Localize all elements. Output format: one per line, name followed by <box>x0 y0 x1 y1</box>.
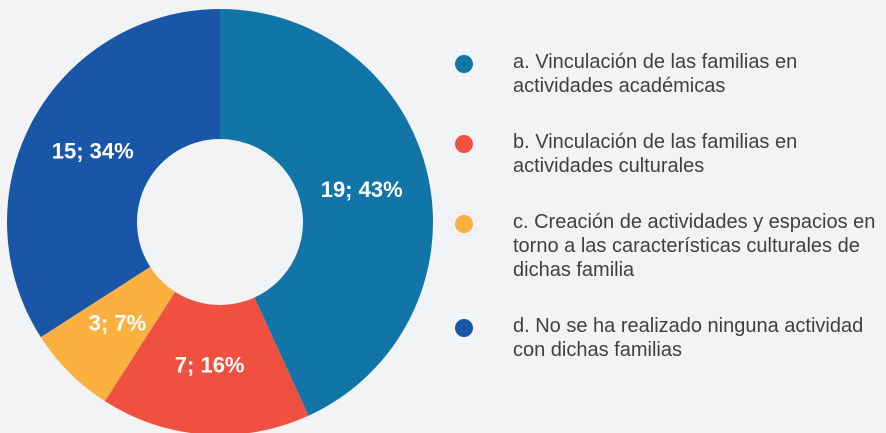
slice <box>220 9 434 416</box>
data-label: 3; 7% <box>89 310 146 335</box>
slice <box>6 8 220 338</box>
legend-item: a. Vinculación de las familias en activi… <box>455 50 883 98</box>
chart: 19; 43% 7; 16% 3; 7% 15; 34% <box>6 8 434 433</box>
slice <box>40 266 176 402</box>
data-label: 7; 16% <box>175 352 245 377</box>
legend-item: b. Vinculación de las familias en activi… <box>455 130 883 178</box>
legend-marker <box>455 135 473 153</box>
legend-label: d. No se ha realizado ninguna actividad … <box>513 315 864 361</box>
legend-marker <box>455 215 473 233</box>
legend-item: c. Creación de actividades y espacios en… <box>455 210 883 282</box>
data-label: 15; 34% <box>52 138 134 163</box>
slice <box>104 291 309 433</box>
legend-label: c. Creación de actividades y espacios en… <box>513 211 876 281</box>
legend: a. Vinculación de las familias en activi… <box>455 50 880 394</box>
legend-label: b. Vinculación de las familias en activi… <box>513 131 798 177</box>
legend-label: a. Vinculación de las familias en activi… <box>513 51 798 97</box>
legend-item: d. No se ha realizado ninguna actividad … <box>455 314 883 362</box>
legend-marker <box>455 55 473 73</box>
data-label: 19; 43% <box>321 177 403 202</box>
legend-marker <box>455 319 473 337</box>
